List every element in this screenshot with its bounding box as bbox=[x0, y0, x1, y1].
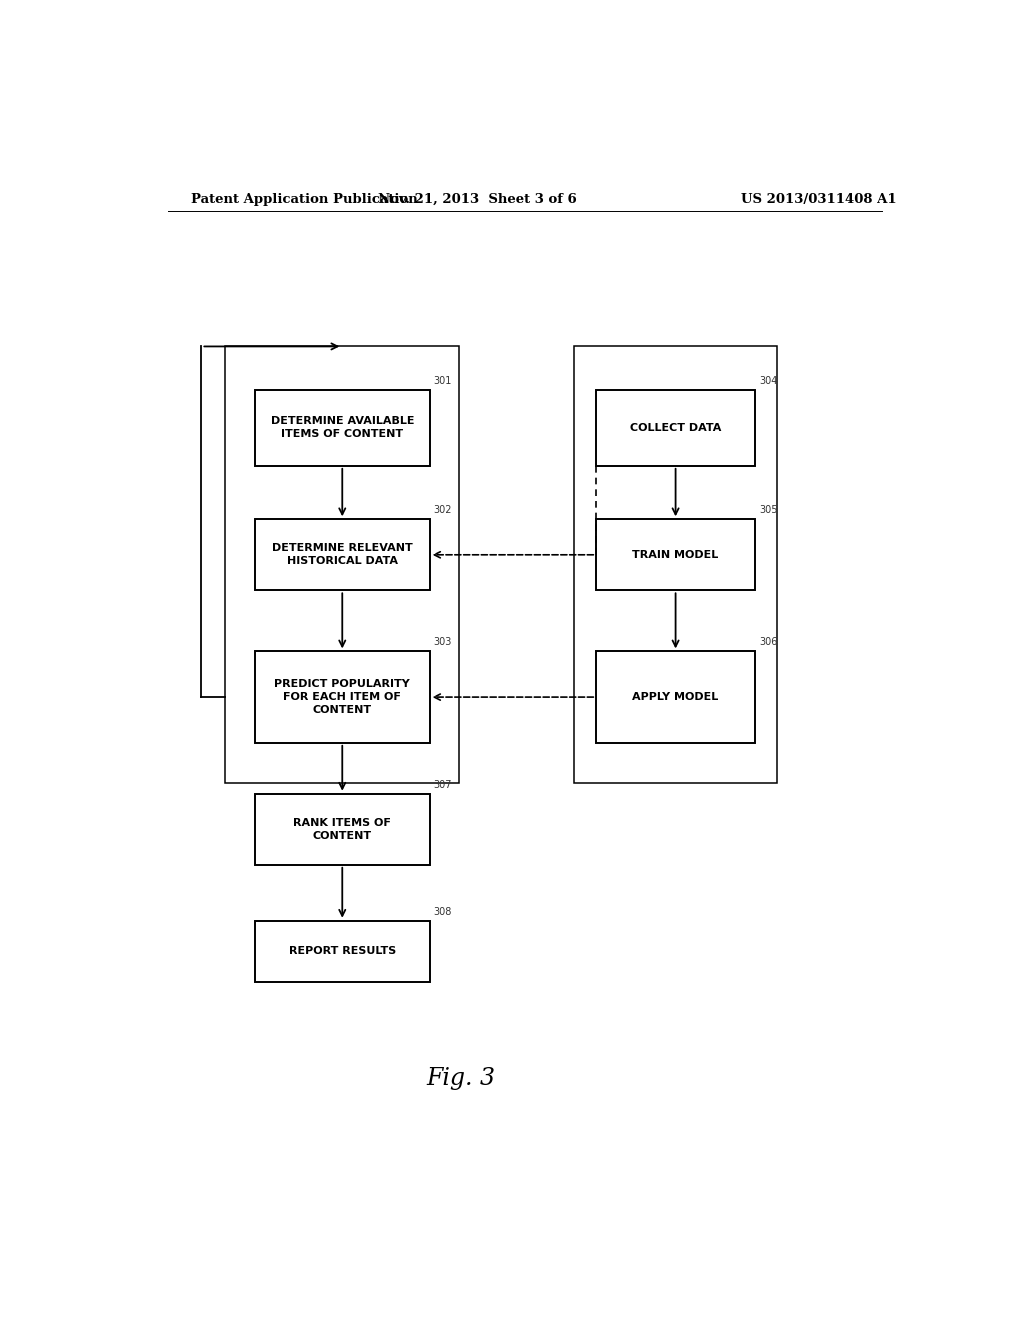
Text: TRAIN MODEL: TRAIN MODEL bbox=[633, 550, 719, 560]
Text: COLLECT DATA: COLLECT DATA bbox=[630, 422, 721, 433]
Text: Fig. 3: Fig. 3 bbox=[427, 1067, 496, 1090]
Text: DETERMINE RELEVANT
HISTORICAL DATA: DETERMINE RELEVANT HISTORICAL DATA bbox=[272, 544, 413, 566]
Bar bbox=[255, 921, 430, 982]
Bar bbox=[255, 793, 430, 865]
Text: RANK ITEMS OF
CONTENT: RANK ITEMS OF CONTENT bbox=[293, 818, 391, 841]
Bar bbox=[255, 651, 430, 743]
Text: DETERMINE AVAILABLE
ITEMS OF CONTENT: DETERMINE AVAILABLE ITEMS OF CONTENT bbox=[270, 416, 414, 440]
Text: 307: 307 bbox=[433, 780, 452, 789]
Text: APPLY MODEL: APPLY MODEL bbox=[633, 692, 719, 702]
Text: 304: 304 bbox=[759, 376, 777, 385]
Bar bbox=[225, 346, 460, 784]
Text: 303: 303 bbox=[433, 638, 452, 647]
Text: Patent Application Publication: Patent Application Publication bbox=[191, 193, 418, 206]
Text: REPORT RESULTS: REPORT RESULTS bbox=[289, 946, 396, 956]
Bar bbox=[596, 519, 755, 590]
Text: PREDICT POPULARITY
FOR EACH ITEM OF
CONTENT: PREDICT POPULARITY FOR EACH ITEM OF CONT… bbox=[274, 680, 411, 715]
Text: 306: 306 bbox=[759, 638, 777, 647]
Text: 302: 302 bbox=[433, 506, 452, 515]
Text: 308: 308 bbox=[433, 907, 452, 916]
Bar bbox=[574, 346, 777, 784]
Text: Nov. 21, 2013  Sheet 3 of 6: Nov. 21, 2013 Sheet 3 of 6 bbox=[378, 193, 577, 206]
Bar bbox=[596, 651, 755, 743]
Bar bbox=[596, 389, 755, 466]
Text: US 2013/0311408 A1: US 2013/0311408 A1 bbox=[740, 193, 896, 206]
Bar bbox=[255, 519, 430, 590]
Text: 301: 301 bbox=[433, 376, 452, 385]
Text: 305: 305 bbox=[759, 506, 777, 515]
Bar bbox=[255, 389, 430, 466]
